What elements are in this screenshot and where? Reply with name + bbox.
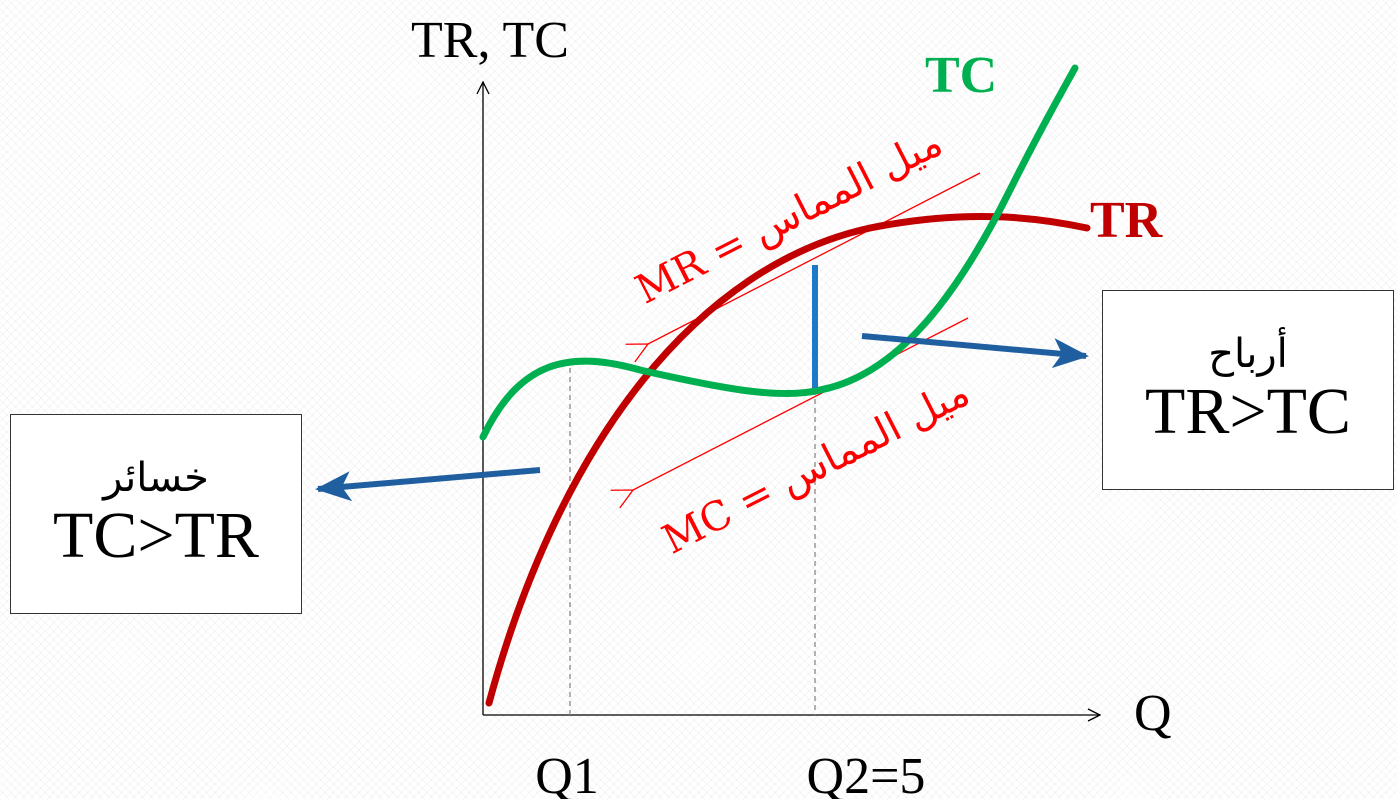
x-axis-label: Q	[1134, 685, 1172, 742]
loss-box-arabic: خسائر	[103, 454, 209, 501]
mc-tangent-label: MC = ميل المماس	[655, 369, 977, 563]
x-tick-q2: Q2=5	[807, 748, 926, 799]
tr-curve	[485, 212, 1091, 707]
profit-box: أرباح TR>TC	[1102, 290, 1394, 490]
profit-box-condition: TR>TC	[1145, 374, 1351, 448]
x-tick-q1: Q1	[535, 748, 599, 799]
tc-curve-label: TC	[925, 47, 997, 104]
profit-box-arabic: أرباح	[1208, 330, 1288, 377]
loss-box: خسائر TC>TR	[10, 414, 302, 614]
tc-curve	[479, 64, 1079, 441]
loss-box-condition: TC>TR	[53, 498, 259, 572]
tr-curve-label: TR	[1090, 192, 1164, 249]
y-axis-label: TR, TC	[411, 12, 569, 69]
loss-arrow	[315, 467, 541, 502]
mr-tangent-label: MR = ميل المماس	[628, 119, 949, 313]
profit-arrow	[861, 333, 1089, 369]
mc-tangent-line	[633, 317, 969, 490]
